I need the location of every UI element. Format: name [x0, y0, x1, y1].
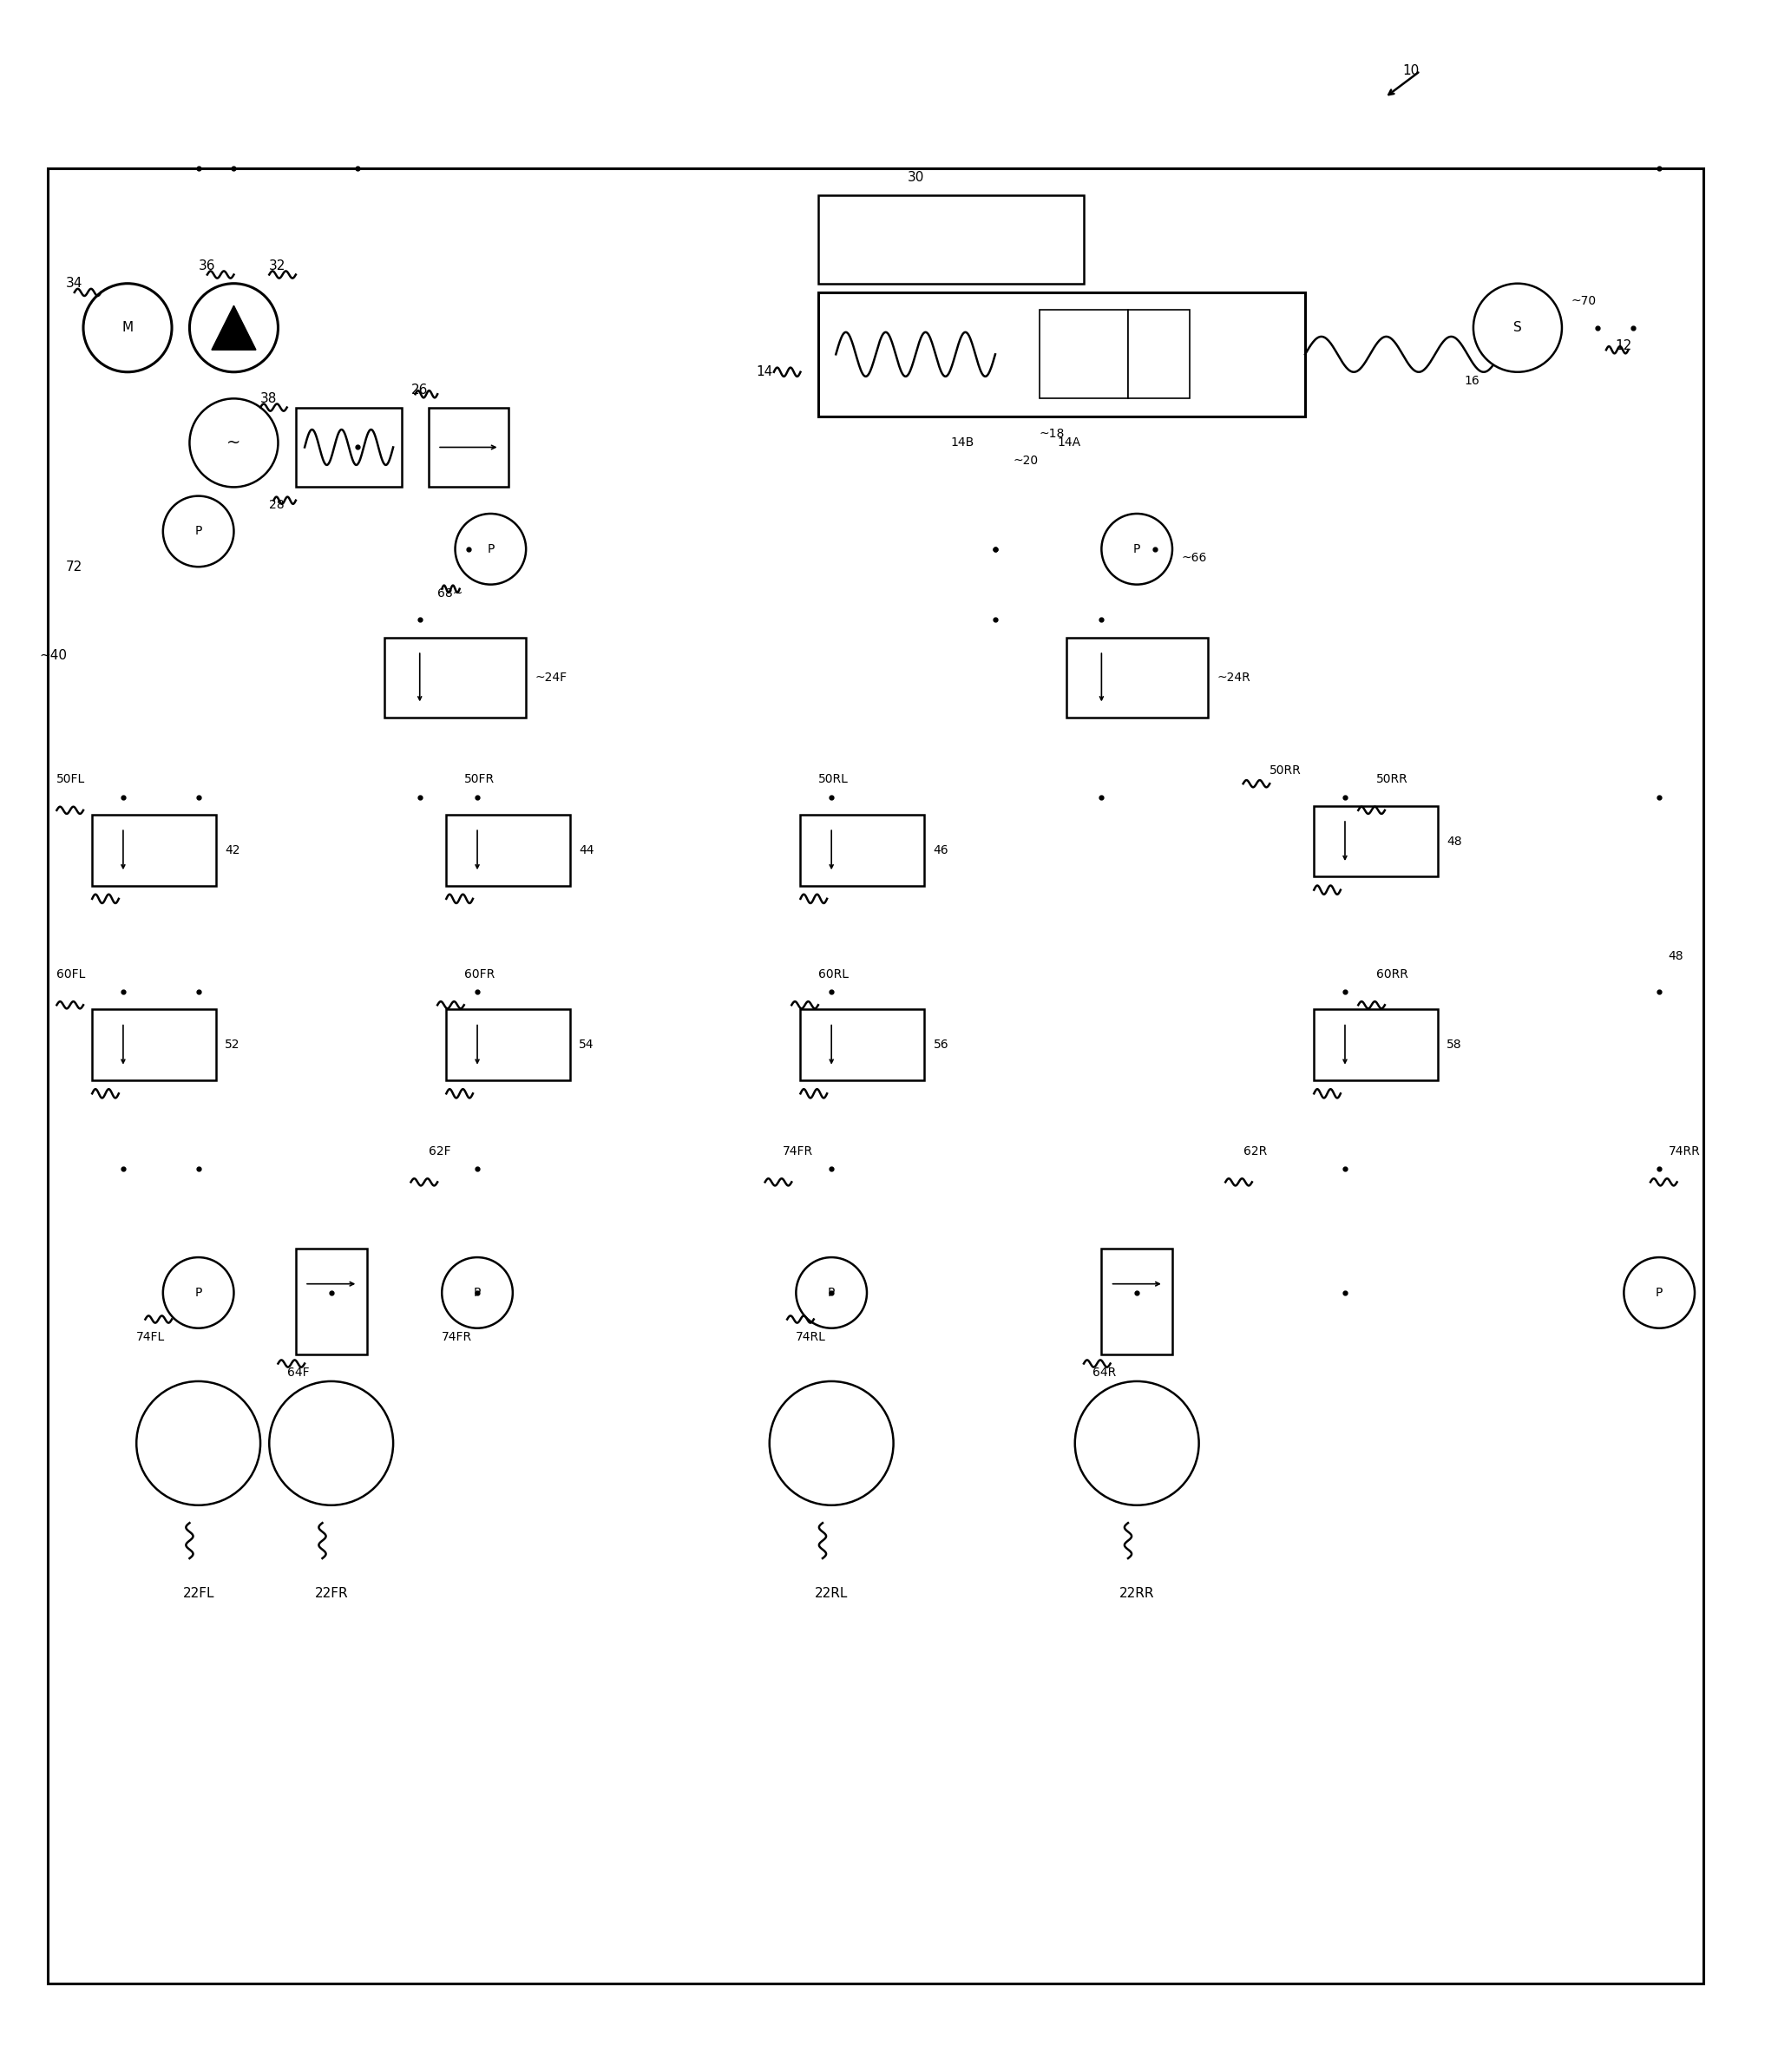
- Text: P: P: [473, 1287, 480, 1299]
- Text: 22FL: 22FL: [183, 1587, 213, 1600]
- Text: 10: 10: [1403, 64, 1419, 77]
- Text: 58: 58: [1447, 1038, 1462, 1051]
- Bar: [1040, 311, 1127, 398]
- Text: 62R: 62R: [1243, 1146, 1266, 1156]
- Text: 54: 54: [580, 1038, 594, 1051]
- Text: 44: 44: [580, 843, 594, 856]
- Circle shape: [268, 1382, 393, 1504]
- Text: 60RL: 60RL: [818, 968, 848, 980]
- Circle shape: [1102, 514, 1172, 584]
- Text: 16: 16: [1465, 375, 1479, 387]
- Circle shape: [190, 284, 277, 373]
- Text: 68~: 68~: [437, 586, 462, 599]
- Text: 74RR: 74RR: [1668, 1146, 1700, 1156]
- Bar: [92, 814, 217, 885]
- Text: 60FL: 60FL: [57, 968, 85, 980]
- Text: 50FL: 50FL: [57, 773, 85, 785]
- Text: 64R: 64R: [1093, 1365, 1117, 1378]
- Text: ~40: ~40: [39, 649, 68, 661]
- Text: 72: 72: [66, 559, 82, 574]
- Text: 52: 52: [226, 1038, 240, 1051]
- Text: 60FR: 60FR: [464, 968, 494, 980]
- Text: 26: 26: [411, 383, 428, 396]
- Text: 50RR: 50RR: [1376, 773, 1408, 785]
- Text: ~66: ~66: [1181, 551, 1207, 564]
- Text: ~18: ~18: [1040, 429, 1065, 439]
- Text: S: S: [1513, 321, 1522, 334]
- Text: 74FR: 74FR: [782, 1146, 813, 1156]
- Text: ~: ~: [228, 435, 242, 452]
- Text: 42: 42: [226, 843, 240, 856]
- Bar: [1067, 638, 1207, 717]
- Text: 14B: 14B: [951, 437, 974, 450]
- Bar: [818, 195, 1085, 284]
- Circle shape: [1076, 1382, 1198, 1504]
- Bar: [800, 1009, 925, 1080]
- Circle shape: [164, 495, 235, 568]
- Bar: [295, 1249, 366, 1355]
- Text: 74RL: 74RL: [797, 1330, 827, 1343]
- Text: 48: 48: [1668, 951, 1684, 961]
- Text: 38: 38: [260, 392, 277, 406]
- Text: P: P: [196, 526, 203, 537]
- Text: 48: 48: [1447, 835, 1462, 847]
- Text: ~24F: ~24F: [535, 671, 567, 684]
- Text: P: P: [829, 1287, 836, 1299]
- Text: 56: 56: [933, 1038, 949, 1051]
- Circle shape: [1623, 1258, 1694, 1328]
- Text: M: M: [123, 321, 133, 334]
- Bar: [48, 168, 1703, 1983]
- Text: P: P: [1133, 543, 1140, 555]
- Text: 50FR: 50FR: [464, 773, 494, 785]
- Bar: [92, 1009, 217, 1080]
- Text: 22RL: 22RL: [814, 1587, 848, 1600]
- Text: 28: 28: [268, 499, 284, 512]
- Text: P: P: [487, 543, 494, 555]
- Circle shape: [455, 514, 526, 584]
- Text: 14A: 14A: [1058, 437, 1081, 450]
- Text: P: P: [1655, 1287, 1662, 1299]
- Text: ~24R: ~24R: [1216, 671, 1250, 684]
- Text: P: P: [196, 1287, 203, 1299]
- Text: 74FR: 74FR: [443, 1330, 473, 1343]
- Text: 46: 46: [933, 843, 949, 856]
- Text: 34: 34: [66, 278, 82, 290]
- Text: 74FL: 74FL: [137, 1330, 165, 1343]
- Circle shape: [1474, 284, 1561, 373]
- Text: 30: 30: [907, 170, 925, 184]
- Bar: [295, 408, 402, 487]
- Polygon shape: [212, 305, 256, 350]
- Bar: [428, 408, 509, 487]
- Text: 50RR: 50RR: [1269, 765, 1301, 777]
- Text: 32: 32: [268, 259, 286, 271]
- Text: 62F: 62F: [428, 1146, 452, 1156]
- Text: 22RR: 22RR: [1120, 1587, 1154, 1600]
- Circle shape: [84, 284, 172, 373]
- Text: 12: 12: [1614, 340, 1632, 352]
- Circle shape: [797, 1258, 868, 1328]
- Text: 22FR: 22FR: [315, 1587, 348, 1600]
- Text: ~20: ~20: [1013, 454, 1038, 466]
- Circle shape: [137, 1382, 260, 1504]
- Bar: [1314, 806, 1438, 876]
- Circle shape: [443, 1258, 512, 1328]
- Bar: [384, 638, 526, 717]
- Bar: [1314, 1009, 1438, 1080]
- Text: 14: 14: [756, 365, 773, 379]
- Bar: [818, 292, 1305, 416]
- Text: 50RL: 50RL: [818, 773, 848, 785]
- Text: 64F: 64F: [286, 1365, 309, 1378]
- Text: 36: 36: [199, 259, 215, 271]
- Bar: [800, 814, 925, 885]
- Circle shape: [164, 1258, 235, 1328]
- Text: ~70: ~70: [1570, 294, 1597, 307]
- Bar: [446, 814, 571, 885]
- Circle shape: [190, 398, 277, 487]
- Bar: [1127, 311, 1189, 398]
- Circle shape: [770, 1382, 893, 1504]
- Bar: [1102, 1249, 1172, 1355]
- Text: 60RR: 60RR: [1376, 968, 1408, 980]
- Bar: [446, 1009, 571, 1080]
